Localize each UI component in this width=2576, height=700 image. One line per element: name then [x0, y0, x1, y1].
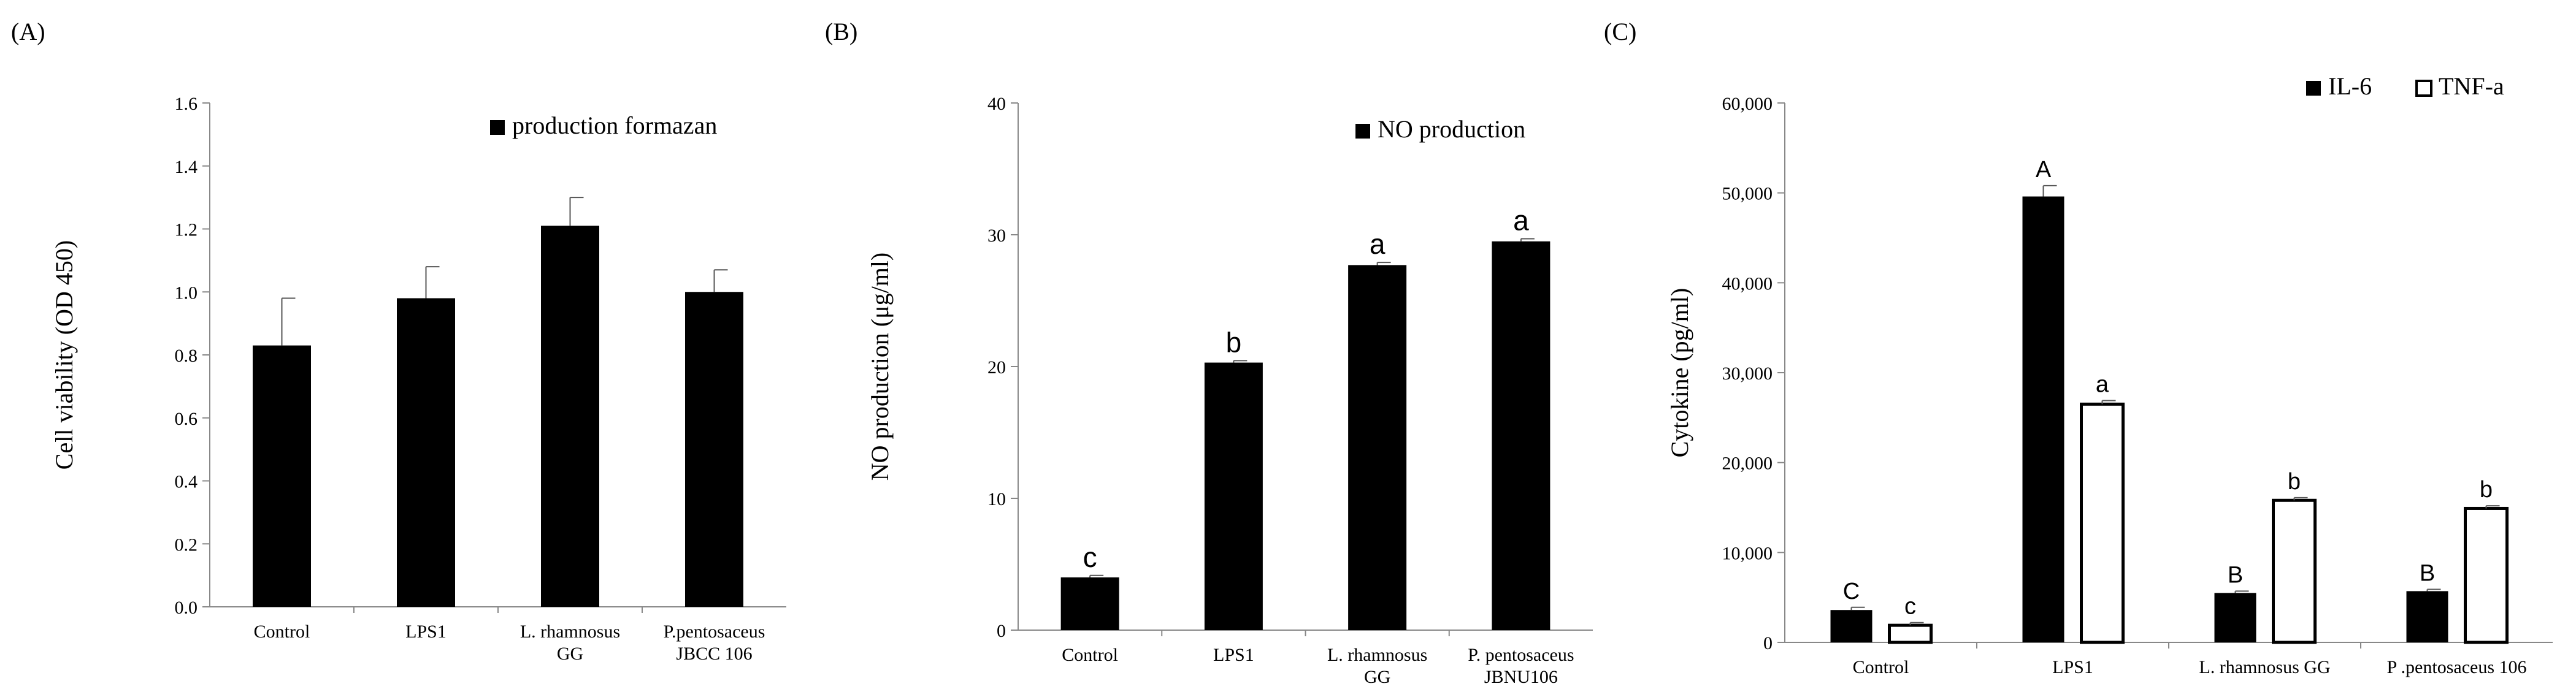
- x-tick-label: P. pentosaceus: [1468, 645, 1574, 665]
- bar-il-6-1: [1830, 610, 1873, 642]
- legend-swatch: [490, 120, 505, 135]
- bar-tnf-a-2: [2080, 402, 2125, 644]
- bar-tnf-a-1: [1888, 623, 1933, 644]
- bar-tnf-a-3: [2272, 498, 2317, 644]
- legend-label: TNF-a: [2439, 72, 2504, 100]
- chart-panel-a: (A) 0.0 0.2 0.4 0.6 0.8 1.0 1.2 1.4 1.6 Cell viabi…: [11, 18, 786, 664]
- y-tick-label: 1.6: [175, 94, 198, 114]
- y-tick-label: 0.0: [175, 598, 198, 618]
- y-tick-label: 0: [997, 621, 1006, 641]
- significance-letter: c: [1083, 541, 1097, 573]
- y-tick-label: 10,000: [1722, 543, 1773, 563]
- y-tick-label: 20: [987, 357, 1006, 378]
- bar-il-6-4: [2406, 591, 2448, 642]
- y-tick-label: 20,000: [1722, 454, 1773, 474]
- chart-panel-c: (C) 0 10,000 20,000 30,000 40,000 50,000 60,000…: [1604, 18, 2553, 677]
- legend-label: NO production: [1378, 115, 1525, 143]
- y-tick-label: 0.4: [175, 472, 198, 492]
- x-tick-label: LPS1: [2052, 657, 2093, 677]
- y-tick-label: 0.8: [175, 346, 198, 366]
- legend-label: production formazan: [512, 112, 717, 139]
- significance-letter: B: [2420, 560, 2435, 586]
- bar-il-6-2: [2022, 196, 2064, 642]
- y-tick-label: 40: [987, 94, 1006, 114]
- significance-letter: a: [2096, 371, 2109, 397]
- x-tick-label: Control: [254, 622, 310, 642]
- panel-label: (A): [11, 18, 45, 45]
- significance-letter: A: [2036, 157, 2052, 183]
- y-tick-label: 60,000: [1722, 94, 1773, 114]
- bar-no-production-3: [1348, 265, 1407, 630]
- x-tick-label: LPS1: [1213, 645, 1254, 665]
- y-tick-label: 0: [1763, 633, 1773, 653]
- x-tick-label: Control: [1853, 657, 1909, 677]
- significance-letter: C: [1843, 579, 1860, 604]
- x-tick-label: P .pentosaceus 106: [2386, 657, 2526, 677]
- bar-no-production-1: [1060, 577, 1119, 630]
- bar-no-production-4: [1492, 241, 1551, 630]
- bar-il-6-3: [2214, 593, 2256, 642]
- y-tick-label: 0.2: [175, 535, 198, 555]
- y-tick-label: 40,000: [1722, 273, 1773, 294]
- y-axis-title: Cytokine (pg/ml): [1666, 288, 1693, 458]
- y-tick-label: 1.0: [175, 283, 198, 303]
- bar-production-formazan-3: [541, 226, 599, 607]
- legend-swatch: [2415, 80, 2432, 97]
- significance-letter: b: [1226, 326, 1242, 358]
- x-tick-label: P.pentosaceus: [664, 622, 765, 642]
- x-tick-label: L. rhamnosus: [1327, 645, 1427, 665]
- chart-panel-b: (B) 0 10 20 30 40 NO production (μg/ml) Control…: [825, 18, 1593, 687]
- x-tick-label: L. rhamnosus: [520, 622, 620, 642]
- panel-label: (B): [825, 18, 857, 45]
- x-tick-label: GG: [557, 644, 583, 664]
- x-tick-label: L. rhamnosus GG: [2199, 657, 2330, 677]
- y-axis-title: NO production (μg/ml): [866, 253, 894, 481]
- x-tick-label: JBNU106: [1484, 667, 1558, 687]
- legend-swatch: [2306, 81, 2321, 96]
- y-axis-title: Cell viability (OD 450): [50, 240, 78, 470]
- y-tick-label: 1.4: [175, 157, 198, 177]
- bar-production-formazan-1: [253, 345, 311, 607]
- y-tick-label: 30: [987, 226, 1006, 246]
- bar-production-formazan-4: [685, 292, 743, 607]
- panel-label: (C): [1604, 18, 1636, 45]
- significance-letter: a: [1370, 228, 1386, 260]
- x-tick-label: JBCC 106: [676, 644, 752, 664]
- legend-swatch: [1355, 124, 1370, 139]
- y-tick-label: 50,000: [1722, 184, 1773, 204]
- x-tick-label: GG: [1364, 667, 1390, 687]
- legend-label: IL-6: [2328, 72, 2372, 100]
- bar-tnf-a-4: [2464, 506, 2509, 644]
- y-tick-label: 1.2: [175, 220, 198, 240]
- significance-letter: b: [2480, 477, 2493, 503]
- significance-letter: b: [2288, 469, 2301, 495]
- y-tick-label: 10: [987, 489, 1006, 509]
- bar-no-production-2: [1204, 362, 1263, 630]
- x-tick-label: LPS1: [405, 622, 447, 642]
- y-tick-label: 30,000: [1722, 363, 1773, 384]
- y-tick-label: 0.6: [175, 409, 198, 429]
- significance-letter: B: [2228, 562, 2243, 588]
- significance-letter: a: [1513, 204, 1529, 236]
- bar-production-formazan-2: [397, 298, 455, 607]
- significance-letter: c: [1904, 594, 1916, 620]
- x-tick-label: Control: [1062, 645, 1118, 665]
